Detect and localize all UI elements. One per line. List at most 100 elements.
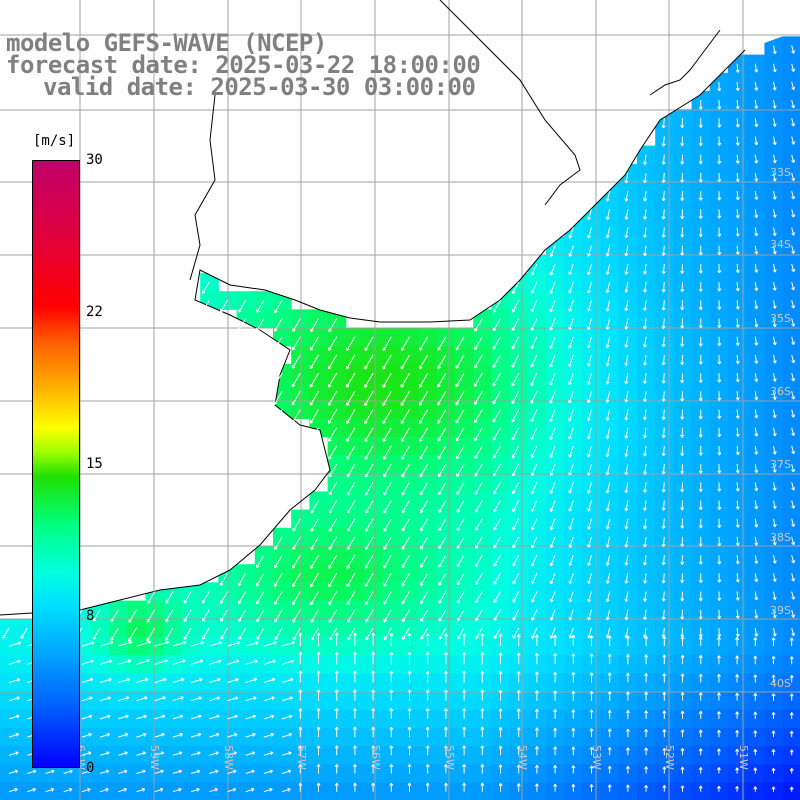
speed-cell bbox=[764, 746, 784, 765]
wind-arrow bbox=[209, 660, 222, 665]
wind-arrow bbox=[606, 627, 611, 639]
wind-arrow bbox=[419, 409, 429, 424]
wind-arrow bbox=[625, 482, 629, 493]
speed-cell bbox=[509, 691, 529, 711]
speed-cell bbox=[309, 709, 329, 729]
speed-cell bbox=[618, 637, 638, 656]
wind-arrow bbox=[718, 518, 720, 528]
wind-arrow bbox=[438, 554, 447, 568]
wind-arrow bbox=[550, 591, 556, 603]
wind-arrow bbox=[420, 609, 429, 622]
wind-arrow bbox=[310, 336, 319, 351]
wind-arrow bbox=[791, 245, 795, 254]
wind-arrow bbox=[364, 445, 374, 460]
wind-arrow bbox=[736, 209, 739, 219]
wind-arrow bbox=[437, 445, 447, 460]
wind-arrow bbox=[644, 536, 647, 547]
lon-label: 51W bbox=[737, 745, 750, 770]
wind-arrow bbox=[773, 482, 776, 491]
speed-cell bbox=[436, 764, 456, 784]
colorbar-tick-22: 22 bbox=[86, 304, 103, 320]
wind-arrow bbox=[644, 464, 647, 475]
wind-arrow bbox=[550, 627, 556, 639]
speed-cell bbox=[345, 691, 365, 711]
wind-arrow bbox=[310, 409, 319, 424]
wind-arrow bbox=[419, 372, 429, 388]
wind-arrow bbox=[512, 500, 520, 513]
wind-arrow bbox=[110, 609, 119, 623]
speed-cell bbox=[691, 655, 711, 674]
colorbar bbox=[32, 160, 80, 768]
wind-arrow bbox=[45, 770, 55, 774]
wind-arrow bbox=[172, 752, 183, 756]
wind-arrow bbox=[274, 554, 283, 569]
wind-arrow bbox=[662, 591, 665, 602]
wind-arrow bbox=[81, 752, 92, 756]
wind-arrow bbox=[493, 573, 501, 585]
wind-arrow bbox=[549, 427, 556, 440]
wind-arrow bbox=[791, 281, 795, 291]
speed-cell bbox=[509, 728, 529, 747]
wind-arrow bbox=[227, 641, 240, 647]
wind-arrow bbox=[328, 554, 338, 569]
wind-arrow bbox=[736, 464, 739, 474]
speed-cell bbox=[618, 728, 638, 747]
wind-arrow bbox=[437, 409, 447, 424]
wind-arrow bbox=[309, 354, 319, 369]
speed-cell bbox=[564, 746, 583, 765]
speed-cell bbox=[618, 709, 638, 729]
wind-arrow bbox=[92, 609, 101, 622]
wind-arrow bbox=[401, 536, 410, 550]
wind-arrow bbox=[662, 573, 665, 584]
wind-arrow bbox=[568, 427, 574, 440]
wind-arrow bbox=[791, 354, 795, 363]
wind-arrow bbox=[773, 354, 776, 364]
wind-arrow bbox=[773, 245, 776, 255]
speed-cell bbox=[709, 673, 729, 693]
wind-arrow bbox=[531, 463, 538, 476]
wind-arrow bbox=[154, 678, 167, 683]
wind-arrow bbox=[99, 715, 111, 720]
speed-cell bbox=[764, 691, 784, 711]
lon-label: 54W bbox=[516, 745, 529, 770]
speed-cell bbox=[691, 691, 711, 711]
wind-arrow bbox=[364, 336, 374, 351]
valid-date: valid date: 2025-03-30 03:00:00 bbox=[43, 73, 476, 101]
wind-arrow bbox=[281, 697, 293, 702]
wind-arrow bbox=[190, 641, 204, 647]
wind-arrow bbox=[625, 445, 629, 457]
wind-arrow bbox=[310, 554, 319, 569]
wind-arrow bbox=[328, 336, 338, 351]
speed-cell bbox=[564, 637, 583, 656]
speed-cell bbox=[637, 655, 656, 674]
wind-arrow bbox=[291, 354, 301, 369]
wind-arrow bbox=[754, 518, 758, 528]
wind-arrow bbox=[773, 154, 776, 164]
wind-arrow bbox=[511, 427, 520, 441]
wind-arrow bbox=[227, 788, 236, 793]
wind-arrow bbox=[364, 427, 374, 442]
wind-arrow bbox=[202, 609, 210, 622]
speed-cell bbox=[327, 764, 347, 784]
wind-arrow bbox=[209, 770, 219, 774]
wind-arrow bbox=[550, 609, 556, 621]
wind-arrow bbox=[773, 227, 776, 236]
wind-arrow bbox=[644, 409, 647, 420]
wind-arrow bbox=[736, 63, 739, 73]
wind-arrow bbox=[227, 752, 237, 756]
wind-arrow bbox=[512, 281, 520, 294]
wind-arrow bbox=[209, 733, 220, 738]
land-area bbox=[0, 0, 800, 615]
speed-cell bbox=[618, 691, 638, 711]
wind-arrow bbox=[8, 770, 18, 774]
wind-arrow bbox=[99, 641, 113, 647]
wind-arrow bbox=[736, 300, 739, 310]
wind-arrow bbox=[401, 445, 410, 460]
speed-cell bbox=[473, 691, 492, 711]
wind-arrow bbox=[401, 463, 410, 478]
wind-arrow bbox=[474, 336, 483, 350]
wind-arrow bbox=[328, 463, 338, 478]
wind-arrow bbox=[263, 660, 276, 665]
wind-arrow bbox=[245, 733, 256, 738]
